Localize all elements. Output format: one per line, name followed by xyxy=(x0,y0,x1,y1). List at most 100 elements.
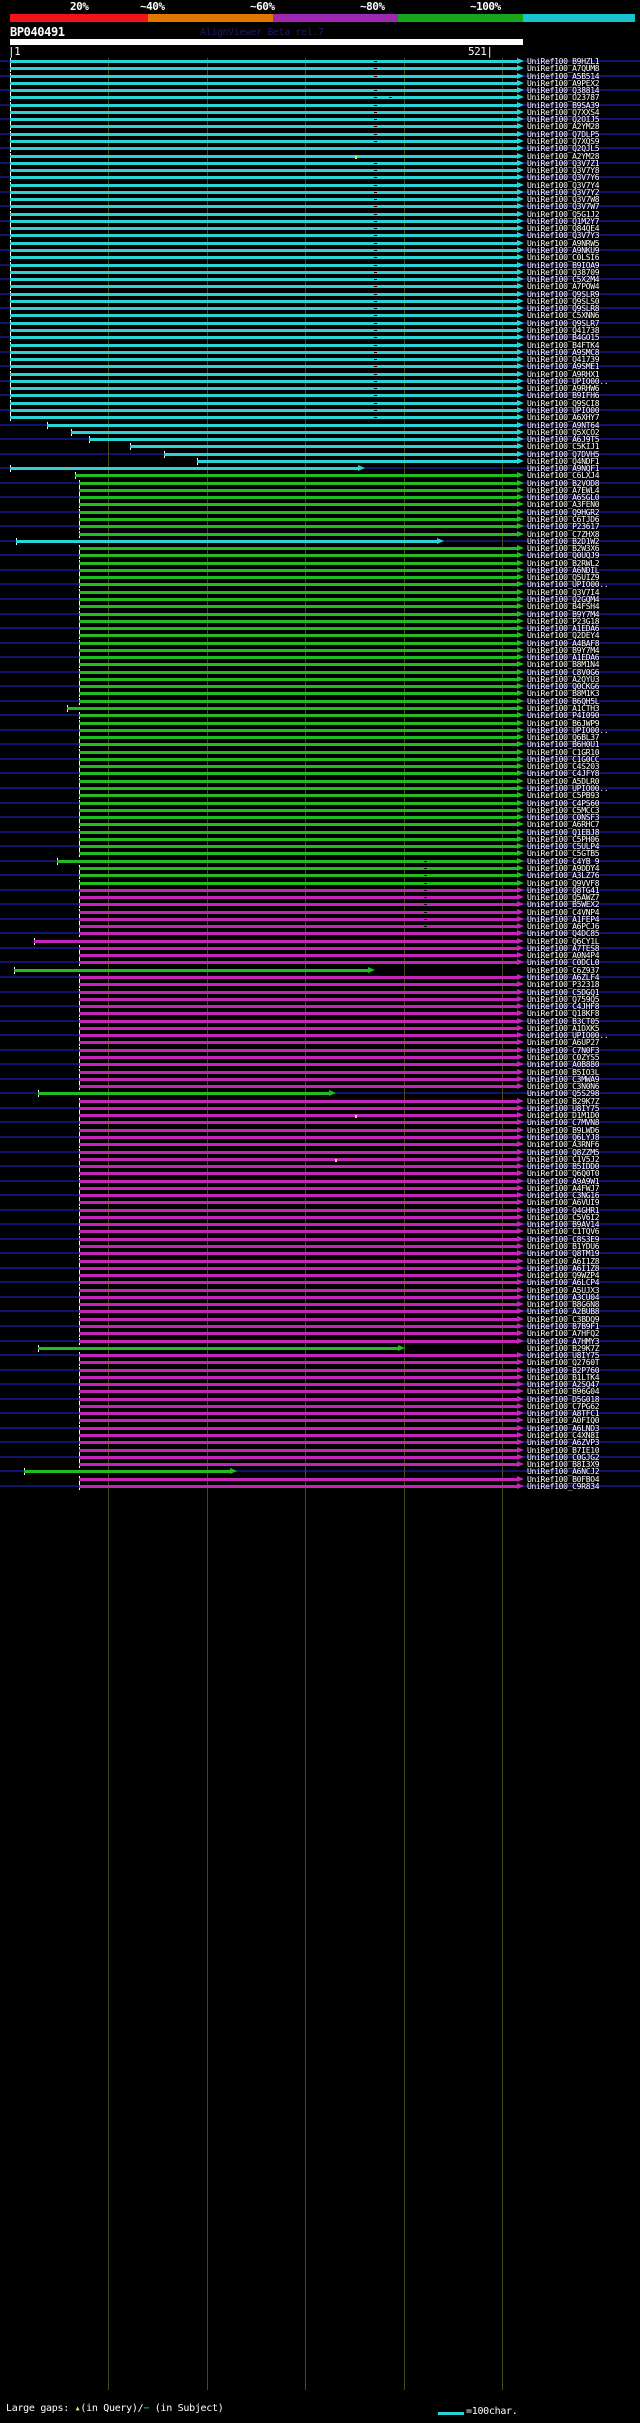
hit-label[interactable]: UniRef100_Q2QJL5 xyxy=(527,144,600,154)
alignment-bar[interactable] xyxy=(10,394,517,398)
alignment-bar[interactable] xyxy=(78,1354,517,1358)
hit-row[interactable]: UniRef100_B6QH5L xyxy=(0,697,640,705)
hit-row[interactable]: UniRef100_C6Z937 xyxy=(0,966,640,974)
hit-row[interactable]: UniRef100_C3BDQ9 xyxy=(0,1315,640,1323)
hit-row[interactable]: UniRef100_C5DGQ1 xyxy=(0,988,640,996)
hit-row[interactable]: UniRef100_A7EWL4 xyxy=(0,486,640,494)
hit-label[interactable]: UniRef100_B2VOD8 xyxy=(527,478,600,488)
hit-label[interactable]: UniRef100_Q18KF8 xyxy=(527,1009,600,1019)
hit-row[interactable]: UniRef100_A6LCP4 xyxy=(0,1279,640,1287)
hit-row[interactable]: UniRef100_A9A9W1 xyxy=(0,1176,640,1186)
alignment-bar[interactable] xyxy=(74,474,517,478)
hit-label[interactable]: UniRef100_C4VNP4 xyxy=(527,907,600,917)
alignment-bar[interactable] xyxy=(78,910,517,914)
alignment-bar[interactable] xyxy=(78,830,517,834)
hit-label[interactable]: UniRef100_B7IE10 xyxy=(527,1445,600,1455)
hit-label[interactable]: UniRef100_A6XHY7 xyxy=(527,413,600,423)
hit-label[interactable]: UniRef100_Q5XCO2 xyxy=(527,427,600,437)
hit-row[interactable]: UniRef100_Q3V7Y8 xyxy=(0,167,640,175)
hit-row[interactable]: UniRef100_A6NCJ2 xyxy=(0,1468,640,1476)
hit-label[interactable]: UniRef100_A1FEP4 xyxy=(527,914,600,924)
hit-label[interactable]: UniRef100_C5MCC3 xyxy=(527,805,600,815)
alignment-bar[interactable] xyxy=(78,816,517,820)
alignment-bar[interactable] xyxy=(78,1019,517,1023)
hit-label[interactable]: UniRef100_UPIO00.. xyxy=(527,725,609,735)
hit-label[interactable]: UniRef100_C5V6I2 xyxy=(527,1212,600,1222)
alignment-bar[interactable] xyxy=(78,1295,517,1299)
hit-row[interactable]: UniRef100_Q9SLS0 xyxy=(0,297,640,305)
hit-row[interactable]: UniRef100_C7ZHX8 xyxy=(0,530,640,538)
hit-label[interactable]: UniRef100_Q2GQM4 xyxy=(527,594,600,604)
alignment-bar[interactable] xyxy=(10,81,517,85)
hit-row[interactable]: UniRef100_B1YDU6 xyxy=(0,1242,640,1251)
alignment-bar[interactable] xyxy=(33,939,517,943)
hit-row[interactable]: UniRef100_A6XHY7 xyxy=(0,413,640,423)
hit-row[interactable]: UniRef100_A7POW4 xyxy=(0,283,640,291)
hit-label[interactable]: UniRef100_B8M1N4 xyxy=(527,660,600,670)
alignment-bar[interactable] xyxy=(78,1303,517,1307)
hit-label[interactable]: UniRef100_Q0UQJ9 xyxy=(527,551,600,561)
hit-row[interactable]: UniRef100_A9SME1 xyxy=(0,363,640,371)
hit-row[interactable]: UniRef100_C7PG62 xyxy=(0,1401,640,1411)
alignment-bar[interactable] xyxy=(78,554,517,558)
hit-label[interactable]: UniRef100_Q7XXS4 xyxy=(527,107,600,117)
hit-row[interactable]: UniRef100_Q8ZZM5 xyxy=(0,1148,640,1156)
hit-row[interactable]: UniRef100_B8M1K3 xyxy=(0,690,640,698)
hit-label[interactable]: UniRef100_Q9SLR7 xyxy=(527,318,600,328)
hit-label[interactable]: UniRef100_Q41739 xyxy=(527,355,600,365)
alignment-bar[interactable] xyxy=(10,321,517,325)
alignment-bar[interactable] xyxy=(10,263,517,267)
alignment-bar[interactable] xyxy=(10,132,517,136)
hit-label[interactable]: UniRef100_A9SMC8 xyxy=(527,347,600,357)
hit-row[interactable]: UniRef100_Q0UQJ9 xyxy=(0,551,640,561)
hit-row[interactable]: UniRef100_B3CT05 xyxy=(0,1017,640,1025)
hit-label[interactable]: UniRef100_Q3V7W7 xyxy=(527,202,600,212)
alignment-bar[interactable] xyxy=(78,692,517,696)
hit-row[interactable]: UniRef100_D1M1D0 xyxy=(0,1112,640,1120)
hit-label[interactable]: UniRef100_Q7DVH5 xyxy=(527,449,600,459)
hit-row[interactable]: UniRef100_C3NG16 xyxy=(0,1192,640,1200)
hit-row[interactable]: UniRef100_A6NDIL xyxy=(0,566,640,574)
hit-label[interactable]: UniRef100_Q38709 xyxy=(527,267,600,277)
alignment-bar[interactable] xyxy=(78,1099,517,1103)
alignment-bar[interactable] xyxy=(78,896,517,900)
hit-row[interactable]: UniRef100_A7HFQ2 xyxy=(0,1330,640,1338)
hit-row[interactable]: UniRef100_A3CU04 xyxy=(0,1293,640,1301)
alignment-bar[interactable] xyxy=(78,728,517,732)
hit-row[interactable]: UniRef100_B8I3X9 xyxy=(0,1461,640,1469)
alignment-bar[interactable] xyxy=(78,1034,517,1038)
alignment-bar[interactable] xyxy=(78,1114,517,1118)
alignment-bar[interactable] xyxy=(78,845,517,849)
hit-row[interactable]: UniRef100_Q3V7Y3 xyxy=(0,232,640,240)
hit-label[interactable]: UniRef100_C7PG62 xyxy=(527,1401,600,1411)
hit-label[interactable]: UniRef100_A4FWJ7 xyxy=(527,1183,600,1193)
hit-row[interactable]: UniRef100_B9LWD6 xyxy=(0,1125,640,1135)
hit-row[interactable]: UniRef100_C7N0F3 xyxy=(0,1045,640,1055)
alignment-bar[interactable] xyxy=(78,983,517,987)
hit-label[interactable]: UniRef100_Q3V7W8 xyxy=(527,195,600,205)
alignment-bar[interactable] xyxy=(78,1397,517,1401)
hit-label[interactable]: UniRef100_A1EDA6 xyxy=(527,624,600,634)
hit-label[interactable]: UniRef100_C8S3E9 xyxy=(527,1234,600,1244)
hit-row[interactable]: UniRef100_A0B880 xyxy=(0,1061,640,1069)
hit-label[interactable]: UniRef100_B9HZL1 xyxy=(527,57,600,66)
hit-label[interactable]: UniRef100_C7N0F3 xyxy=(527,1045,600,1055)
hit-label[interactable]: UniRef100_B9LWD6 xyxy=(527,1125,600,1135)
hit-label[interactable]: UniRef100_B1YDU6 xyxy=(527,1242,600,1251)
hit-label[interactable]: UniRef100_A9A9W1 xyxy=(527,1176,600,1186)
hit-label[interactable]: UniRef100_Q0CKG6 xyxy=(527,682,600,692)
hit-label[interactable]: UniRef100_Q9SCI8 xyxy=(527,398,600,408)
alignment-bar[interactable] xyxy=(78,1201,517,1205)
alignment-bar[interactable] xyxy=(78,1005,517,1009)
hit-label[interactable]: UniRef100_UPIO00.. xyxy=(527,1031,609,1041)
hit-row[interactable]: UniRef100_Q6LYJ8 xyxy=(0,1133,640,1141)
hit-row[interactable]: UniRef100_C1V5J2 xyxy=(0,1155,640,1163)
hit-row[interactable]: UniRef100_Q9SLR7 xyxy=(0,318,640,328)
hit-row[interactable]: UniRef100_A6SGL0 xyxy=(0,494,640,502)
hit-row[interactable]: UniRef100_B29K7Z xyxy=(0,1097,640,1105)
alignment-bar[interactable] xyxy=(78,670,517,674)
hit-row[interactable]: UniRef100_C5PB93 xyxy=(0,792,640,800)
hit-row[interactable]: UniRef100_C6LXJ4 xyxy=(0,472,640,480)
hit-label[interactable]: UniRef100_Q3V7I4 xyxy=(527,587,600,597)
hit-label[interactable]: UniRef100_A2QYU3 xyxy=(527,674,600,684)
